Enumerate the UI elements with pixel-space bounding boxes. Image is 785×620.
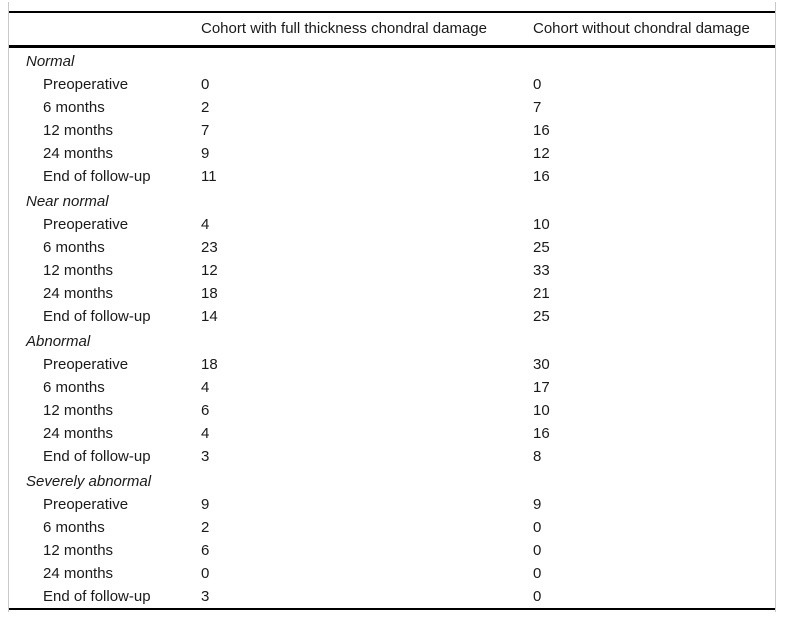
value-full-thickness-cohort: 4 — [201, 425, 210, 442]
table-row: End of follow-up 3 0 — [9, 585, 775, 608]
value-full-thickness-cohort: 2 — [201, 99, 210, 116]
table-bottom-rule — [9, 608, 775, 610]
table-row: End of follow-up 14 25 — [9, 305, 775, 328]
section-label: Near normal — [26, 193, 109, 210]
value-without-damage-cohort: 9 — [533, 496, 542, 513]
value-without-damage-cohort: 33 — [533, 262, 550, 279]
timepoint-label: 24 months — [43, 565, 114, 582]
value-full-thickness-cohort: 4 — [201, 216, 210, 233]
table-row: 12 months 6 0 — [9, 539, 775, 562]
value-without-damage-cohort: 16 — [533, 425, 550, 442]
value-without-damage-cohort: 16 — [533, 168, 550, 185]
timepoint-label: Preoperative — [43, 76, 129, 93]
timepoint-label: End of follow-up — [43, 308, 151, 325]
timepoint-label: 12 months — [43, 262, 114, 279]
value-without-damage-cohort: 12 — [533, 145, 550, 162]
timepoint-label: End of follow-up — [43, 448, 151, 465]
value-full-thickness-cohort: 12 — [201, 262, 218, 279]
timepoint-label: End of follow-up — [43, 588, 151, 605]
table-row: 24 months 9 12 — [9, 142, 775, 165]
table-row: 12 months 6 10 — [9, 399, 775, 422]
timepoint-label: 6 months — [43, 99, 105, 116]
table-row: Preoperative 4 10 — [9, 213, 775, 236]
value-full-thickness-cohort: 4 — [201, 379, 210, 396]
value-without-damage-cohort: 25 — [533, 239, 550, 256]
value-without-damage-cohort: 10 — [533, 402, 550, 419]
value-without-damage-cohort: 25 — [533, 308, 550, 325]
table-row: 6 months 23 25 — [9, 236, 775, 259]
timepoint-label: Preoperative — [43, 216, 129, 233]
value-without-damage-cohort: 0 — [533, 588, 542, 605]
table-row: 12 months 7 16 — [9, 119, 775, 142]
table-header-row: Cohort with full thickness chondral dama… — [9, 13, 775, 45]
value-without-damage-cohort: 21 — [533, 285, 550, 302]
value-full-thickness-cohort: 18 — [201, 356, 218, 373]
value-without-damage-cohort: 30 — [533, 356, 550, 373]
table-row: Preoperative 9 9 — [9, 493, 775, 516]
table-row: End of follow-up 11 16 — [9, 165, 775, 188]
value-without-damage-cohort: 0 — [533, 542, 542, 559]
value-full-thickness-cohort: 3 — [201, 588, 210, 605]
section-header-row: Near normal — [9, 188, 775, 213]
value-full-thickness-cohort: 23 — [201, 239, 218, 256]
value-full-thickness-cohort: 9 — [201, 496, 210, 513]
value-full-thickness-cohort: 7 — [201, 122, 210, 139]
table-row: Preoperative 0 0 — [9, 73, 775, 96]
value-full-thickness-cohort: 2 — [201, 519, 210, 536]
column-header-full-thickness: Cohort with full thickness chondral dama… — [201, 20, 487, 37]
timepoint-label: 12 months — [43, 542, 114, 559]
value-full-thickness-cohort: 11 — [201, 168, 217, 185]
value-full-thickness-cohort: 14 — [201, 308, 218, 325]
value-without-damage-cohort: 0 — [533, 76, 542, 93]
table-row: 24 months 4 16 — [9, 422, 775, 445]
timepoint-label: 6 months — [43, 379, 105, 396]
section-label: Abnormal — [26, 333, 91, 350]
table-row: Preoperative 18 30 — [9, 353, 775, 376]
table-row: 12 months 12 33 — [9, 259, 775, 282]
timepoint-label: 24 months — [43, 425, 114, 442]
section-label: Normal — [26, 53, 75, 70]
timepoint-label: 12 months — [43, 122, 114, 139]
table-body: Normal Preoperative 0 0 6 months 2 7 12 months 7… — [9, 48, 775, 608]
timepoint-label: Preoperative — [43, 356, 129, 373]
value-full-thickness-cohort: 0 — [201, 76, 210, 93]
value-full-thickness-cohort: 18 — [201, 285, 218, 302]
outcomes-table: Cohort with full thickness chondral dama… — [8, 2, 776, 612]
table-row: 24 months 0 0 — [9, 562, 775, 585]
value-full-thickness-cohort: 0 — [201, 565, 210, 582]
timepoint-label: End of follow-up — [43, 168, 151, 185]
table-header-divider — [9, 45, 775, 48]
value-full-thickness-cohort: 3 — [201, 448, 210, 465]
table-row: 6 months 2 0 — [9, 516, 775, 539]
section-header-row: Abnormal — [9, 328, 775, 353]
value-full-thickness-cohort: 6 — [201, 542, 210, 559]
section-header-row: Normal — [9, 48, 775, 73]
value-without-damage-cohort: 8 — [533, 448, 542, 465]
column-header-without-damage: Cohort without chondral damage — [533, 20, 750, 37]
table-row: 6 months 2 7 — [9, 96, 775, 119]
timepoint-label: 6 months — [43, 239, 105, 256]
section-header-row: Severely abnormal — [9, 468, 775, 493]
timepoint-label: 12 months — [43, 402, 114, 419]
value-without-damage-cohort: 7 — [533, 99, 542, 116]
timepoint-label: 24 months — [43, 145, 114, 162]
value-without-damage-cohort: 0 — [533, 565, 542, 582]
value-without-damage-cohort: 10 — [533, 216, 550, 233]
value-without-damage-cohort: 16 — [533, 122, 550, 139]
table-top-rule — [9, 11, 775, 13]
table-row: 24 months 18 21 — [9, 282, 775, 305]
timepoint-label: Preoperative — [43, 496, 129, 513]
value-without-damage-cohort: 17 — [533, 379, 550, 396]
timepoint-label: 6 months — [43, 519, 105, 536]
section-label: Severely abnormal — [26, 473, 152, 490]
timepoint-label: 24 months — [43, 285, 114, 302]
value-full-thickness-cohort: 9 — [201, 145, 210, 162]
value-without-damage-cohort: 0 — [533, 519, 542, 536]
value-full-thickness-cohort: 6 — [201, 402, 210, 419]
table-row: 6 months 4 17 — [9, 376, 775, 399]
table-row: End of follow-up 3 8 — [9, 445, 775, 468]
